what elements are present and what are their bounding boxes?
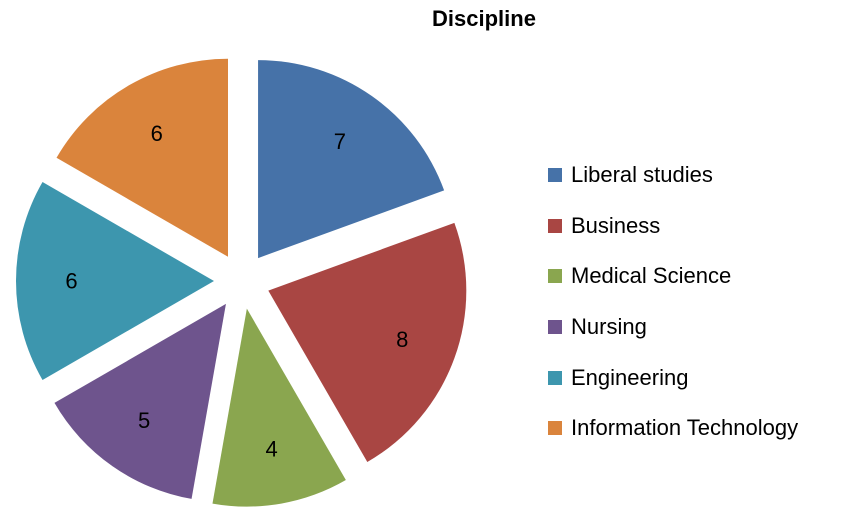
legend-swatch xyxy=(548,218,562,233)
legend-swatch xyxy=(548,421,562,436)
legend-swatch xyxy=(548,269,562,284)
legend-swatch xyxy=(548,370,562,385)
legend-item-information-technology: Information Technology xyxy=(548,403,798,454)
legend-label: Business xyxy=(571,212,661,238)
legend-label: Nursing xyxy=(571,314,647,340)
legend-label: Liberal studies xyxy=(571,162,713,188)
legend-item-medical-science: Medical Science xyxy=(548,251,798,302)
pie-slice-liberal-studies xyxy=(258,60,445,259)
legend-item-engineering: Engineering xyxy=(548,352,798,403)
legend-label: Medical Science xyxy=(571,263,732,289)
pie-slices xyxy=(15,58,467,507)
legend: Liberal studies Business Medical Science Nu… xyxy=(548,150,798,454)
pie-slice-nursing xyxy=(54,303,226,499)
legend-item-liberal-studies: Liberal studies xyxy=(548,150,798,201)
legend-swatch xyxy=(548,320,562,335)
legend-label: Information Technology xyxy=(571,415,799,441)
legend-label: Engineering xyxy=(571,364,689,390)
legend-item-nursing: Nursing xyxy=(548,302,798,353)
pie-slice-medical-science xyxy=(212,308,346,507)
data-label-medical-science: 4 xyxy=(265,436,277,461)
chart-title: Discipline xyxy=(432,6,536,31)
pie-slice-business xyxy=(268,222,467,463)
legend-item-business: Business xyxy=(548,201,798,252)
data-label-liberal-studies: 7 xyxy=(334,129,346,154)
data-label-information-technology: 6 xyxy=(151,121,163,146)
data-label-business: 8 xyxy=(396,327,408,352)
pie-slice-information-technology xyxy=(56,58,228,257)
data-label-engineering: 6 xyxy=(65,269,77,294)
legend-swatch xyxy=(548,168,562,183)
pie-data-labels: 7 8 4 5 6 6 xyxy=(65,121,408,462)
data-label-nursing: 5 xyxy=(138,408,150,433)
pie-slice-engineering xyxy=(15,182,215,380)
